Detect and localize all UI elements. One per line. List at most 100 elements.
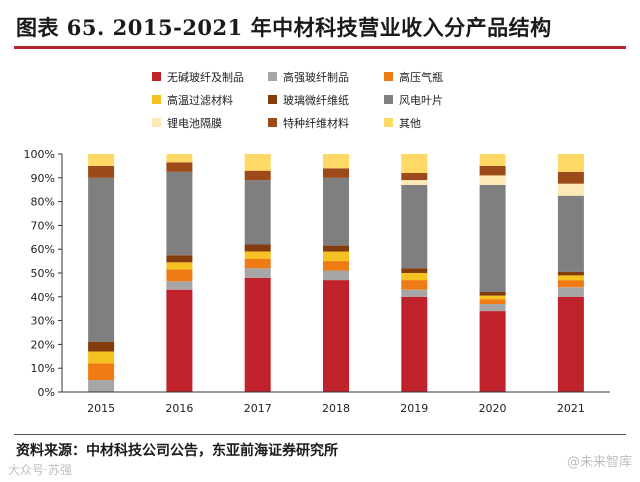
bar-segment [88, 363, 115, 381]
bar-segment [557, 183, 584, 196]
bar-segment [244, 277, 271, 392]
watermark-right: @未来智库 [566, 455, 632, 470]
legend-swatch [384, 95, 393, 104]
bar-segment [244, 268, 271, 278]
bar-segment [244, 154, 271, 171]
bar-segment [88, 154, 115, 166]
bar-segment [557, 171, 584, 184]
legend-label: 锂电池隔膜 [167, 116, 222, 130]
x-tick-label: 2021 [557, 402, 585, 415]
bar-segment [401, 180, 428, 185]
bar-segment [557, 296, 584, 392]
bar-segment [479, 295, 506, 300]
bar-segment [323, 261, 349, 271]
bar-segment [401, 173, 428, 181]
bar-segment [166, 269, 193, 282]
bar-segment [557, 280, 584, 288]
bar-segment [166, 154, 193, 163]
bar-segment [323, 154, 349, 169]
x-tick-label: 2018 [322, 402, 350, 415]
legend-label: 其他 [399, 117, 421, 130]
bar-segment [323, 168, 349, 178]
source-divider [14, 434, 626, 435]
bar-segment [166, 171, 193, 256]
legend-swatch [384, 118, 393, 127]
x-tick-label: 2019 [400, 402, 428, 415]
source-note: 资料来源：中材科技公司公告，东亚前海证券研究所 [16, 443, 338, 459]
legend-label: 特种纤维材料 [283, 116, 349, 130]
bar-segment [323, 251, 349, 262]
legend-swatch [152, 72, 161, 81]
x-tick-label: 2017 [244, 402, 272, 415]
x-axis: 2015 2016 2017 2018 2019 2020 2021 [62, 391, 610, 415]
legend-swatch [152, 95, 161, 104]
bar-segment [479, 311, 506, 392]
y-tick-label: 10% [31, 362, 55, 375]
legend-label: 高强玻纤制品 [283, 70, 349, 84]
bar-segment [244, 180, 271, 245]
chart-title: 图表 65. 2015-2021 年中材科技营业收入分产品结构 [16, 15, 552, 40]
bar-segment [479, 154, 506, 166]
legend-label: 高温过滤材料 [167, 93, 233, 107]
bar-segment [401, 289, 428, 297]
bar-segment [401, 296, 428, 392]
bar-segment [323, 245, 349, 252]
legend-swatch [268, 72, 277, 81]
bar-segment [479, 292, 506, 296]
legend-label: 高压气瓶 [399, 70, 443, 84]
bars [88, 154, 584, 392]
bar-segment [401, 273, 428, 281]
x-tick-label: 2016 [165, 402, 193, 415]
y-tick-label: 80% [31, 196, 55, 209]
x-tick-label: 2020 [479, 402, 507, 415]
bar-segment [401, 184, 428, 269]
bar-segment [244, 170, 271, 181]
legend-swatch [268, 118, 277, 127]
bar-segment [401, 154, 428, 173]
bar-segment [166, 289, 193, 392]
y-tick-label: 70% [31, 219, 55, 232]
bar-segment [479, 175, 506, 185]
y-tick-label: 50% [31, 267, 55, 280]
y-tick-label: 90% [31, 172, 55, 185]
y-axis: 0% 10% 20% 30% 40% 50% 60% 70% 80% 90% 100% [24, 148, 63, 399]
y-tick-label: 20% [31, 338, 55, 351]
bar-segment [479, 299, 506, 304]
title-divider [14, 46, 626, 49]
bar-segment [88, 165, 115, 178]
bar-segment [323, 280, 349, 392]
bar-segment [557, 275, 584, 281]
bar-segment [323, 270, 349, 281]
bar-segment [557, 271, 584, 276]
bar-segment [166, 255, 193, 263]
bar-segment [479, 184, 506, 292]
bar-segment [88, 342, 115, 352]
y-tick-label: 40% [31, 291, 55, 304]
bar-segment [557, 154, 584, 172]
bar-segment [557, 287, 584, 297]
bar-segment [244, 258, 271, 269]
bar-segment [244, 244, 271, 252]
bar-segment [401, 280, 428, 290]
legend-swatch [152, 118, 161, 127]
bar-segment [88, 351, 115, 364]
legend-label: 玻璃微纤维纸 [283, 93, 349, 107]
bar-segment [323, 177, 349, 246]
y-tick-label: 100% [24, 148, 55, 161]
bar-segment [479, 303, 506, 311]
bar-segment [479, 165, 506, 176]
bar-segment [166, 162, 193, 172]
y-tick-label: 60% [31, 243, 55, 256]
legend-label: 无碱玻纤及制品 [167, 71, 244, 84]
watermark-left: 大众号·苏强 [8, 463, 72, 477]
bar-segment [88, 177, 115, 342]
y-tick-label: 0% [38, 386, 55, 399]
y-tick-label: 30% [31, 315, 55, 328]
x-tick-label: 2015 [87, 402, 115, 415]
bar-segment [166, 281, 193, 290]
legend-label: 风电叶片 [399, 94, 443, 107]
bar-segment [401, 268, 428, 273]
bar-segment [88, 380, 115, 392]
legend-swatch [268, 95, 277, 104]
